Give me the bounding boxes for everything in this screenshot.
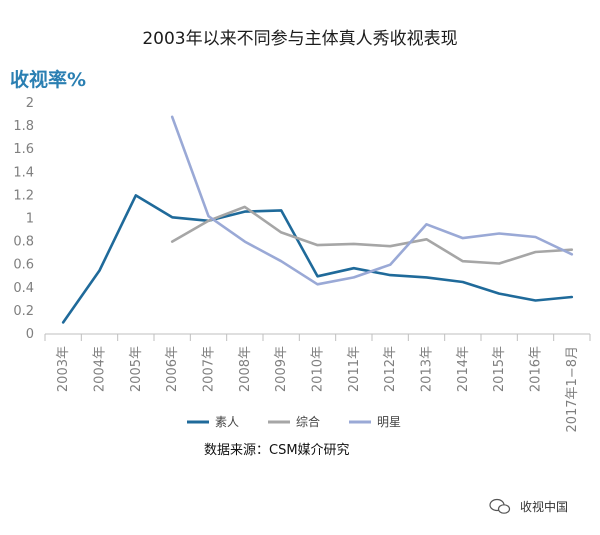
series-line-0 bbox=[61, 194, 574, 324]
legend-item: 素人 bbox=[187, 415, 239, 429]
series-line-1 bbox=[170, 205, 574, 265]
x-tick-label: 2016年 bbox=[529, 346, 544, 392]
y-tick-label: 0.2 bbox=[13, 304, 34, 319]
y-tick-label: 1 bbox=[26, 212, 34, 227]
x-tick-label: 2005年 bbox=[129, 346, 144, 392]
y-tick-label: 1.2 bbox=[13, 188, 34, 203]
x-tick-label: 2014年 bbox=[456, 346, 471, 392]
x-tick-label: 2015年 bbox=[492, 346, 507, 392]
source-note: 数据来源：CSM媒介研究 bbox=[204, 443, 350, 458]
x-tick-label: 2007年 bbox=[202, 346, 217, 392]
x-tick-label: 2011年 bbox=[347, 346, 362, 392]
y-tick-label: 1.6 bbox=[13, 142, 34, 157]
x-tick-label: 2013年 bbox=[420, 346, 435, 392]
series-lines bbox=[61, 115, 574, 324]
legend-label: 明星 bbox=[377, 415, 401, 429]
legend-item: 明星 bbox=[349, 415, 401, 429]
x-tick-label: 2009年 bbox=[274, 346, 289, 392]
x-tick-label: 2004年 bbox=[93, 346, 108, 392]
x-tick-label: 2008年 bbox=[238, 346, 253, 392]
x-tick-label: 2017年1−8月 bbox=[565, 346, 580, 433]
x-tick-label: 2012年 bbox=[383, 346, 398, 392]
legend-item: 综合 bbox=[268, 414, 320, 429]
x-tick-label: 2006年 bbox=[165, 346, 180, 392]
chart-title: 2003年以来不同参与主体真人秀收视表现 bbox=[142, 29, 457, 49]
watermark-text: 收视中国 bbox=[520, 499, 568, 514]
y-axis-label: 收视率% bbox=[10, 68, 86, 91]
y-tick-label: 0.8 bbox=[13, 235, 34, 250]
legend-label: 综合 bbox=[296, 414, 320, 429]
y-tick-label: 0.6 bbox=[13, 258, 34, 273]
legend-label: 素人 bbox=[215, 415, 239, 429]
y-tick-label: 0 bbox=[26, 327, 34, 342]
x-tick-label: 2010年 bbox=[311, 346, 326, 392]
wechat-icon bbox=[489, 498, 511, 514]
watermark: 收视中国 bbox=[489, 498, 568, 514]
y-tick-label: 0.4 bbox=[13, 281, 34, 296]
y-tick-label: 1.4 bbox=[13, 165, 34, 180]
y-tick-label: 2 bbox=[26, 96, 34, 111]
legend: 素人 综合 明星 bbox=[187, 414, 401, 429]
y-ticks: 0 0.2 0.4 0.6 0.8 1 1.2 1.4 1.6 1.8 2 bbox=[13, 96, 34, 342]
x-ticks: 2003年 2004年 2005年 2006年 2007年 2008年 2009年 2010年… bbox=[44, 334, 591, 433]
x-tick-label: 2003年 bbox=[56, 346, 71, 392]
series-line-2 bbox=[170, 115, 574, 286]
y-tick-label: 1.8 bbox=[13, 119, 34, 134]
